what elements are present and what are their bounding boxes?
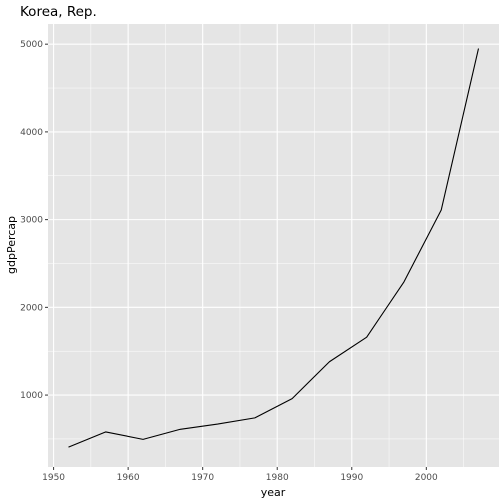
- x-tick-label: 1990: [340, 473, 363, 483]
- y-tick-label: 4000: [20, 128, 43, 138]
- x-tick-label: 1980: [266, 473, 289, 483]
- x-tick-label: 2000: [415, 473, 438, 483]
- chart-title: Korea, Rep.: [20, 4, 97, 20]
- series-line: [68, 48, 480, 448]
- x-axis-title: year: [261, 486, 286, 499]
- y-tick-label: 3000: [20, 216, 43, 226]
- y-tick-label: 1000: [20, 391, 43, 401]
- y-tick-label: 5000: [20, 40, 43, 50]
- y-axis-ticks: 1000 2000 3000 4000 5000: [20, 40, 48, 401]
- x-tick-label: 1950: [42, 473, 65, 483]
- y-axis-title: gdpPercap: [5, 216, 18, 274]
- x-tick-label: 1960: [117, 473, 140, 483]
- x-axis-ticks: 1950 1960 1970 1980 1990 2000: [42, 467, 438, 483]
- plot-panel: [48, 24, 499, 467]
- series-layer: [68, 48, 480, 448]
- x-tick-label: 1970: [191, 473, 214, 483]
- y-tick-label: 2000: [20, 303, 43, 313]
- gridlines: [48, 24, 499, 467]
